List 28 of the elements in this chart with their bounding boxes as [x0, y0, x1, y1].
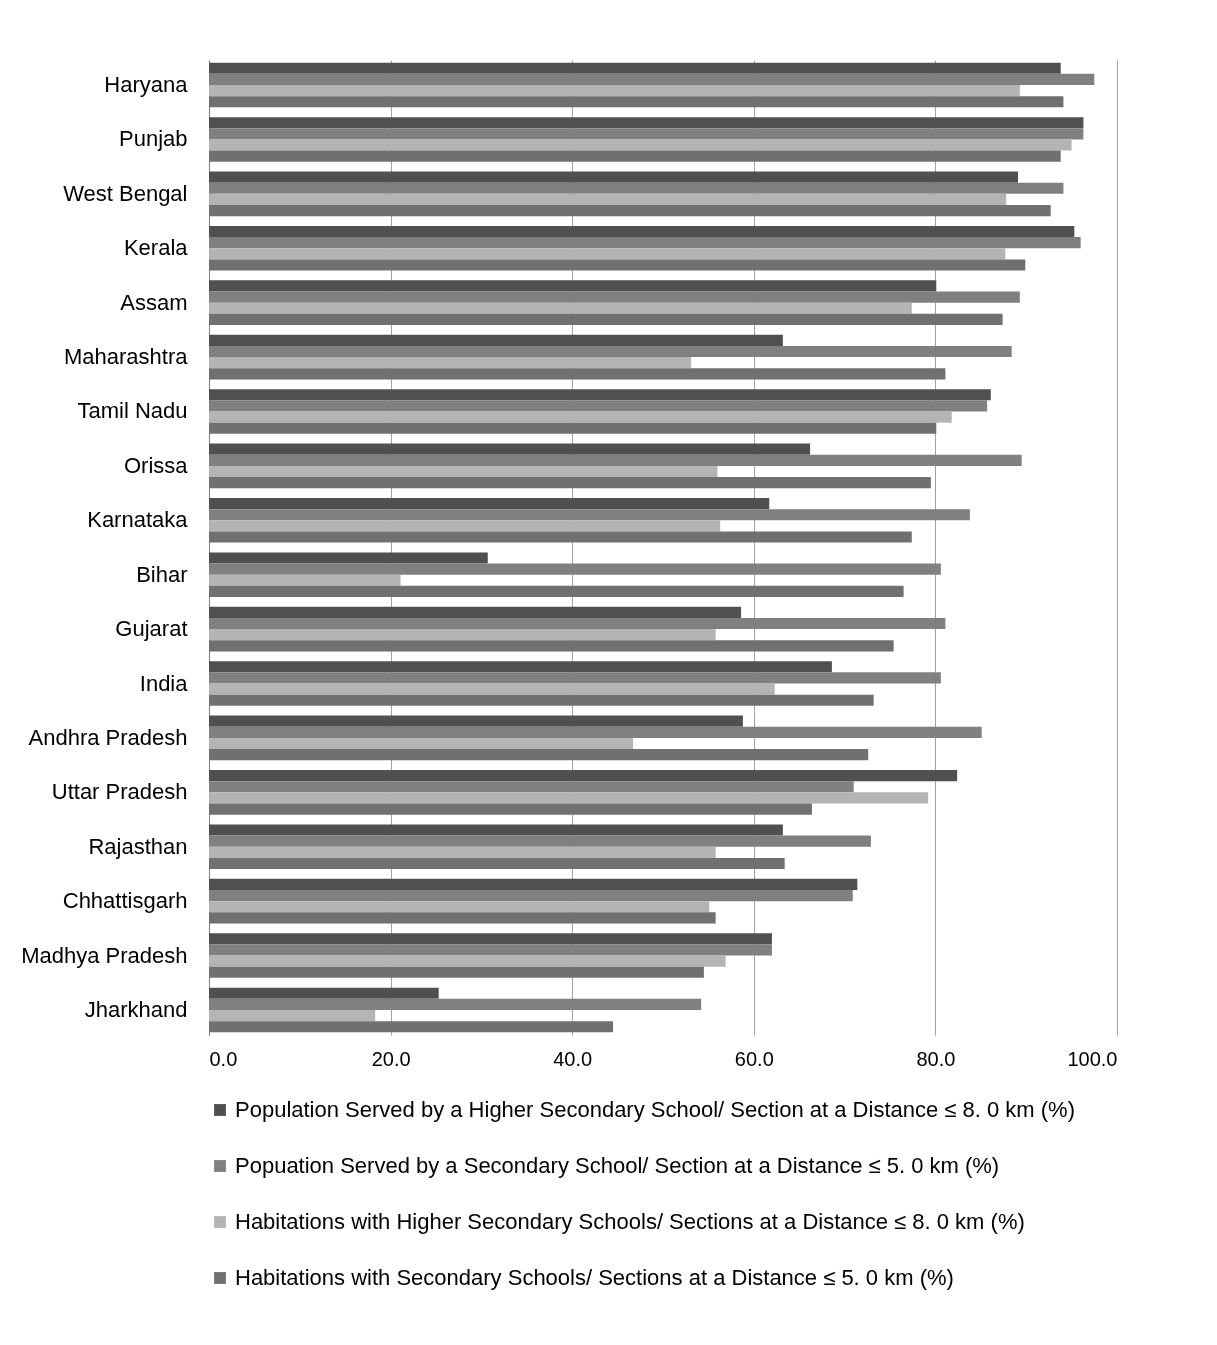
y-tick-label: Bihar: [136, 561, 188, 587]
x-tick-label: 100.0: [1067, 1047, 1118, 1070]
y-tick-label: Maharashtra: [63, 344, 189, 370]
legend-label: Habitations with Higher Secondary Schools/ Sections at a Distance ≤ 8. 0 km (%): [235, 1209, 1025, 1234]
legend-label: Habitations with Secondary Schools/ Sections at a Distance ≤ 5. 0 km (%): [235, 1265, 954, 1290]
y-tick-label: Uttar Pradesh: [51, 779, 188, 805]
y-tick-label: India: [139, 670, 189, 696]
y-tick-label: Jharkhand: [84, 996, 188, 1022]
y-tick-label: Orissa: [123, 452, 189, 478]
y-tick-label: Karnataka: [87, 507, 189, 533]
y-tick-label: Assam: [120, 289, 188, 315]
y-tick-label: Madhya Pradesh: [21, 942, 188, 968]
y-tick-label: Chhattisgarh: [62, 888, 188, 914]
y-tick-label: West Bengal: [63, 180, 188, 206]
legend-label: Popuation Served by a Secondary School/ Section at a Distance ≤ 5. 0 km (%): [235, 1153, 1000, 1178]
legend-label: Population Served by a Higher Secondary School/ Section at a Distance ≤ 8. 0 km (%): [235, 1097, 1075, 1122]
y-tick-label: Tamil Nadu: [77, 398, 188, 424]
x-tick-label: 80.0: [916, 1047, 956, 1070]
y-tick-label: Haryana: [104, 72, 189, 98]
y-tick-label: Gujarat: [115, 616, 188, 642]
x-tick-label: 0.0: [209, 1047, 238, 1070]
y-tick-label: Kerala: [123, 235, 189, 261]
y-tick-label: Rajasthan: [88, 833, 188, 859]
y-tick-label: Punjab: [118, 126, 188, 152]
x-tick-label: 20.0: [371, 1047, 411, 1070]
y-tick-label: Andhra Pradesh: [28, 724, 188, 750]
x-tick-label: 60.0: [734, 1047, 774, 1070]
x-tick-label: 40.0: [553, 1047, 593, 1070]
